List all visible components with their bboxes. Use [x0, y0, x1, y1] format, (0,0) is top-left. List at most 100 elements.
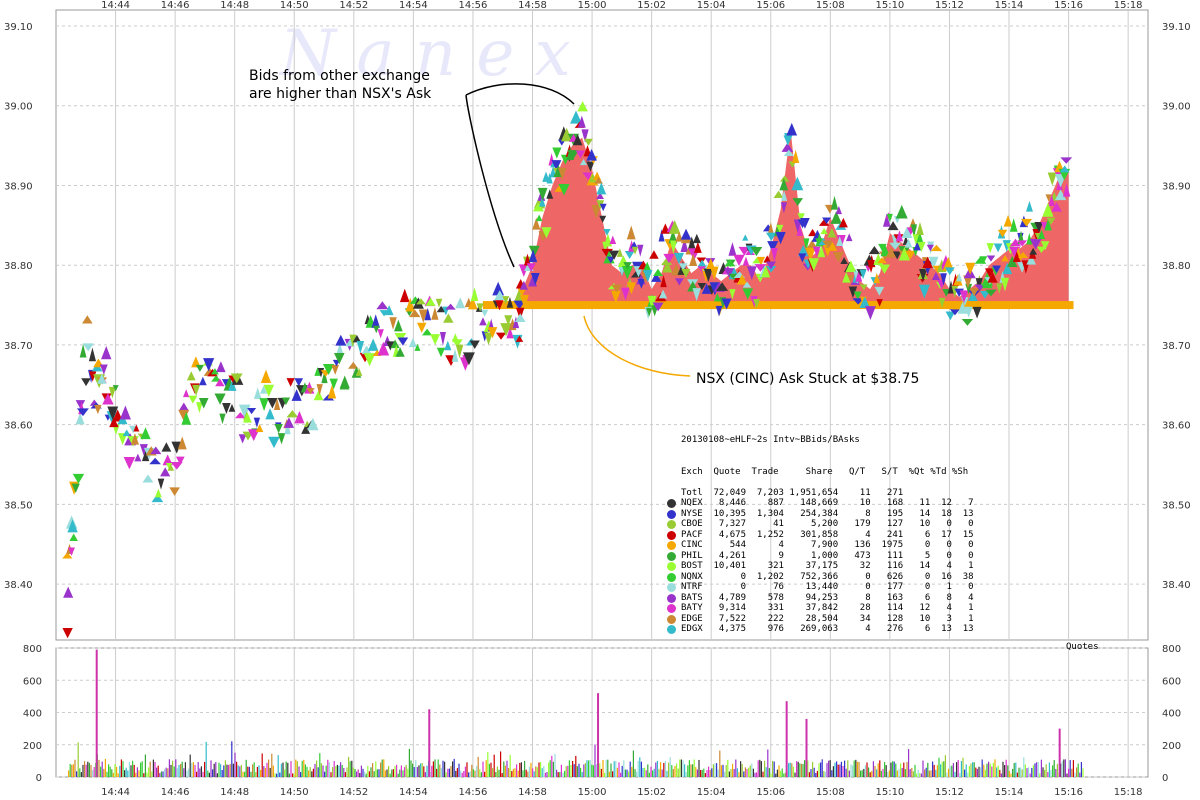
volume-bar [900, 763, 902, 777]
quote-marker [780, 202, 788, 214]
quote-marker [680, 228, 692, 240]
volume-bar [317, 767, 319, 777]
quote-marker [820, 227, 828, 235]
volume-bar [732, 763, 734, 777]
quote-marker [637, 244, 644, 257]
quote-marker [670, 240, 677, 255]
quote-marker [1007, 255, 1018, 267]
quote-marker [838, 217, 848, 228]
volume-bar [200, 766, 202, 777]
volume-bar [682, 760, 684, 777]
quote-marker [177, 436, 187, 450]
volume-bar [1044, 769, 1046, 777]
quote-marker [1059, 165, 1070, 173]
y-tick-label-left: 39.10 [4, 22, 33, 33]
volume-bar [816, 770, 818, 777]
quote-marker [253, 417, 261, 428]
quote-marker [572, 134, 583, 146]
volume-bar [524, 761, 526, 777]
volume-bar [679, 759, 681, 777]
quote-marker [1036, 246, 1047, 254]
volume-bar [940, 764, 942, 777]
y-tick-label-right: 38.40 [1162, 580, 1191, 591]
volume-bar [757, 760, 759, 777]
volume-bar [348, 756, 350, 777]
volume-bar [516, 764, 518, 777]
quote-marker [964, 306, 973, 318]
quote-marker [377, 341, 390, 356]
quote-marker [887, 221, 899, 231]
volume-bar [557, 772, 559, 777]
volume-bar [162, 771, 164, 777]
volume-bar [500, 751, 502, 777]
volume-bar [669, 757, 671, 777]
volume-bar [432, 761, 434, 777]
volume-bar [716, 763, 718, 777]
volume-bar [922, 760, 924, 777]
volume-bar [717, 769, 719, 777]
quote-marker [987, 271, 998, 283]
volume-bar [834, 762, 836, 777]
quote-marker [361, 345, 372, 355]
quote-marker [149, 457, 161, 465]
x-tick-label-bottom: 15:10 [875, 787, 904, 798]
volume-bar [293, 773, 295, 777]
volume-bar [572, 760, 574, 777]
volume-bar [892, 761, 894, 777]
quote-marker [552, 147, 562, 159]
volume-bar [759, 759, 761, 777]
quote-marker [1048, 194, 1055, 207]
quote-marker [668, 219, 681, 234]
volume-bar [239, 766, 241, 777]
volume-bar [69, 763, 71, 777]
volume-bar [381, 759, 383, 777]
quote-marker [169, 487, 180, 496]
volume-bar [780, 770, 782, 777]
quote-marker [692, 233, 701, 244]
quote-marker [188, 395, 198, 404]
quote-marker [133, 424, 140, 432]
volume-bar [312, 768, 314, 777]
quote-marker [756, 256, 766, 266]
stats-row-text: NTRF 0 76 13,440 0 177 0 1 0 [681, 582, 974, 592]
volume-bar [106, 771, 108, 777]
volume-bar [125, 767, 127, 777]
volume-bar [453, 758, 455, 777]
quote-marker [1012, 251, 1021, 262]
quote-marker [786, 122, 798, 136]
volume-bar [274, 773, 276, 777]
stats-row: NTRF 0 76 13,440 0 177 0 1 0 [667, 582, 974, 593]
quote-marker [961, 318, 974, 326]
volume-bar [141, 761, 143, 777]
quote-marker [495, 300, 504, 311]
volume-bar [268, 759, 270, 777]
exchange-swatch [667, 625, 676, 634]
volume-bar [455, 770, 457, 777]
quote-marker [418, 309, 428, 323]
volume-bar [84, 761, 86, 777]
volume-bar [538, 762, 540, 777]
volume-bar [701, 769, 703, 777]
volume-bar [359, 772, 361, 777]
volume-bar [936, 765, 938, 777]
volume-bar [924, 769, 926, 777]
volume-bar [458, 763, 460, 777]
quote-marker [532, 217, 541, 230]
quote-marker [397, 337, 409, 346]
volume-bar [276, 773, 278, 777]
stats-row: EDGX 4,375 976 269,063 4 276 6 13 13 [667, 624, 974, 635]
volume-bar [245, 759, 247, 777]
volume-peak-bar [428, 709, 431, 777]
quote-marker [167, 464, 175, 471]
quote-marker [394, 319, 403, 332]
volume-bar [536, 767, 538, 777]
volume-bar [365, 773, 367, 777]
quote-marker [581, 129, 589, 143]
volume-bar [632, 750, 634, 777]
volume-bar [799, 763, 801, 777]
volume-bar [340, 762, 342, 777]
exchange-stats-table: 20130108~eHLF~2s Intv~BBids/BAsks Exch Q… [667, 414, 974, 635]
volume-bar [396, 764, 398, 777]
volume-bar [231, 741, 233, 777]
quote-marker [651, 272, 662, 282]
